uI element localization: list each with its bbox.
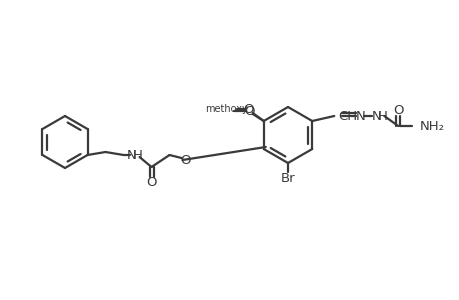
Text: N: N [126, 148, 136, 161]
Text: H: H [132, 148, 142, 161]
Text: O: O [180, 154, 190, 166]
Text: NH₂: NH₂ [420, 119, 444, 133]
Text: Br: Br [280, 172, 295, 184]
Text: O: O [146, 176, 157, 190]
Text: O: O [244, 104, 254, 118]
Text: O: O [392, 103, 403, 116]
Text: N: N [355, 110, 364, 122]
Text: N: N [370, 110, 381, 122]
Text: CH: CH [337, 110, 357, 122]
Text: O: O [243, 103, 253, 116]
Text: H: H [376, 110, 386, 122]
Text: methoxy: methoxy [205, 104, 247, 114]
